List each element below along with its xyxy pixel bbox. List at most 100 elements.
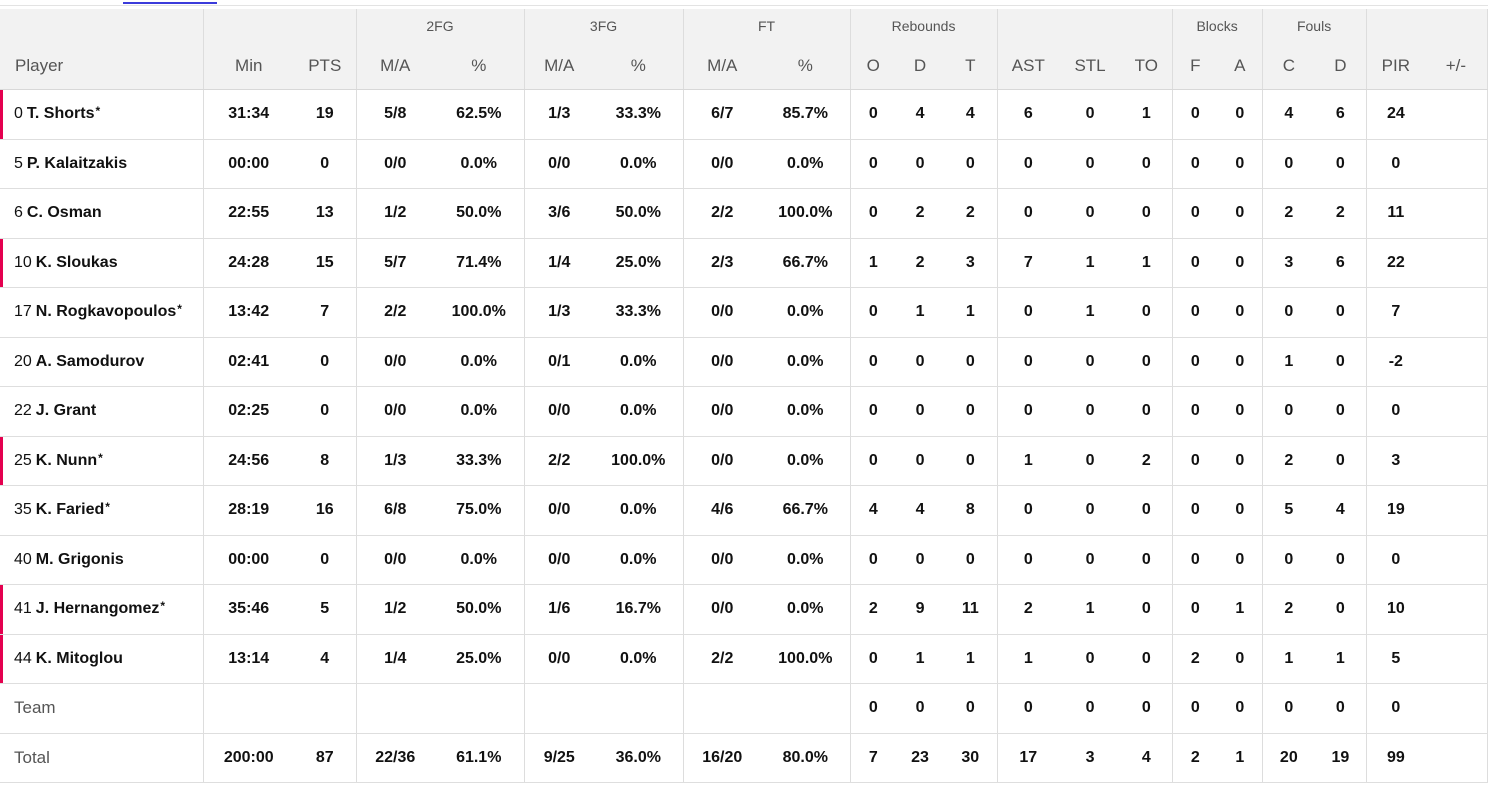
player-cell[interactable]: 25 K. Nunn* (0, 436, 203, 486)
cell-foul-c: 5 (1261, 485, 1316, 536)
col-2fg-pct[interactable]: % (434, 43, 525, 90)
player-name[interactable]: T. Shorts (26, 105, 95, 123)
cell-pir: 0 (1365, 683, 1426, 734)
cell-ast: 7 (996, 238, 1060, 288)
player-cell[interactable]: 41 J. Hernangomez* (0, 584, 203, 635)
cell-foul-d: 0 (1315, 139, 1367, 189)
col-reb-t[interactable]: T (944, 43, 998, 90)
cell-reb-d: 1 (896, 287, 945, 338)
cell-plusminus (1425, 238, 1488, 288)
cell-plusminus (1425, 436, 1488, 486)
cell-min: 35:46 (202, 584, 294, 635)
cell-plusminus (1425, 733, 1488, 783)
player-name[interactable]: A. Samodurov (35, 352, 145, 370)
cell-ft-ma: 16/20 (682, 733, 762, 783)
cell-fg3-pct: 33.3% (594, 287, 684, 338)
player-cell[interactable]: 5 P. Kalaitzakis (0, 139, 203, 189)
player-cell[interactable]: 35 K. Faried* (0, 485, 203, 536)
cell-min: 28:19 (202, 485, 294, 536)
cell-foul-d: 2 (1315, 188, 1367, 239)
col-pts[interactable]: PTS (294, 43, 356, 90)
player-name[interactable]: M. Grigonis (35, 550, 124, 568)
cell-foul-d: 0 (1315, 386, 1367, 437)
player-name[interactable]: K. Mitoglou (35, 649, 123, 667)
cell-fg3-ma: 1/4 (523, 238, 595, 288)
col-foul-c[interactable]: C (1261, 43, 1316, 90)
cell-reb-t: 2 (944, 188, 998, 239)
table-row: 44 K. Mitoglou 13:14 4 1/4 25.0% 0/0 0.0% 2/2 100… (0, 634, 1488, 684)
col-reb-d[interactable]: D (896, 43, 945, 90)
cell-stl: 1 (1059, 238, 1122, 288)
col-3fg-ma[interactable]: M/A (523, 43, 595, 90)
cell-reb-d: 0 (896, 436, 945, 486)
player-cell[interactable]: 20 A. Samodurov (0, 337, 203, 387)
col-stl[interactable]: STL (1059, 43, 1122, 90)
cell-min: 31:34 (202, 89, 294, 140)
cell-reb-t: 11 (944, 584, 998, 635)
col-3fg-pct[interactable]: % (594, 43, 684, 90)
col-ast[interactable]: AST (996, 43, 1060, 90)
player-name[interactable]: K. Sloukas (35, 253, 118, 271)
player-name[interactable]: K. Faried (35, 501, 105, 519)
col-blk-a[interactable]: A (1218, 43, 1263, 90)
cell-pir: 11 (1365, 188, 1426, 239)
cell-fg3-pct: 0.0% (594, 535, 684, 585)
cell-fg3-ma: 9/25 (523, 733, 595, 783)
starter-mark: * (95, 104, 101, 119)
cell-plusminus (1425, 683, 1488, 734)
cell-blk-f: 0 (1171, 337, 1219, 387)
cell-fg2-pct: 100.0% (434, 287, 525, 338)
table-row: 0 T. Shorts* 31:34 19 5/8 62.5% 1/3 33.3% 6/7 85.… (0, 89, 1488, 140)
cell-ast: 6 (996, 89, 1060, 140)
column-header-row: Player Min PTS M/A % M/A % M/A % O D T A… (0, 43, 1488, 90)
player-name[interactable]: J. Grant (35, 402, 97, 420)
player-cell[interactable]: 22 J. Grant (0, 386, 203, 437)
cell-pir: 99 (1365, 733, 1426, 783)
player-cell[interactable]: 6 C. Osman (0, 188, 203, 239)
player-cell[interactable]: 17 N. Rogkavopoulos* (0, 287, 203, 338)
cell-foul-c: 3 (1261, 238, 1316, 288)
player-name[interactable]: J. Hernangomez (35, 600, 160, 618)
col-pir[interactable]: PIR (1365, 43, 1426, 90)
cell-reb-o: 2 (849, 584, 897, 635)
cell-reb-t: 0 (944, 436, 998, 486)
player-name[interactable]: C. Osman (26, 204, 102, 222)
cell-reb-o: 0 (849, 535, 897, 585)
player-name[interactable]: N. Rogkavopoulos (35, 303, 177, 321)
col-min[interactable]: Min (202, 43, 294, 90)
group-fouls: Fouls (1261, 9, 1367, 43)
col-foul-d[interactable]: D (1315, 43, 1367, 90)
cell-to: 0 (1121, 287, 1173, 338)
col-blk-f[interactable]: F (1171, 43, 1219, 90)
cell-plusminus (1425, 337, 1488, 387)
player-name[interactable]: K. Nunn (35, 451, 98, 469)
player-cell[interactable]: 44 K. Mitoglou (0, 634, 203, 684)
player-name[interactable]: P. Kalaitzakis (26, 154, 128, 172)
col-ft-ma[interactable]: M/A (682, 43, 762, 90)
cell-blk-a: 0 (1218, 386, 1263, 437)
player-cell[interactable]: 10 K. Sloukas (0, 238, 203, 288)
cell-foul-c: 0 (1261, 535, 1316, 585)
cell-to: 0 (1121, 683, 1173, 734)
player-cell[interactable]: 40 M. Grigonis (0, 535, 203, 585)
cell-foul-c: 0 (1261, 287, 1316, 338)
col-reb-o[interactable]: O (849, 43, 897, 90)
player-cell[interactable]: 0 T. Shorts* (0, 89, 203, 140)
boxscore-table: 2FG 3FG FT Rebounds Blocks Fouls Player … (0, 9, 1488, 783)
col-ft-pct[interactable]: % (761, 43, 851, 90)
col-plusminus[interactable]: +/- (1425, 43, 1488, 90)
col-to[interactable]: TO (1121, 43, 1173, 90)
col-player[interactable]: Player (0, 43, 203, 90)
cell-foul-c: 1 (1261, 634, 1316, 684)
starter-mark: * (105, 500, 110, 515)
cell-stl: 0 (1059, 188, 1122, 239)
cell-stl: 0 (1059, 683, 1122, 734)
cell-fg3-ma: 0/0 (523, 386, 595, 437)
cell-plusminus (1425, 485, 1488, 536)
cell-blk-a: 0 (1218, 535, 1263, 585)
cell-blk-a: 0 (1218, 287, 1263, 338)
group-min-pts (202, 9, 356, 43)
cell-foul-c: 4 (1261, 89, 1316, 140)
cell-reb-t: 0 (944, 683, 998, 734)
col-2fg-ma[interactable]: M/A (355, 43, 434, 90)
